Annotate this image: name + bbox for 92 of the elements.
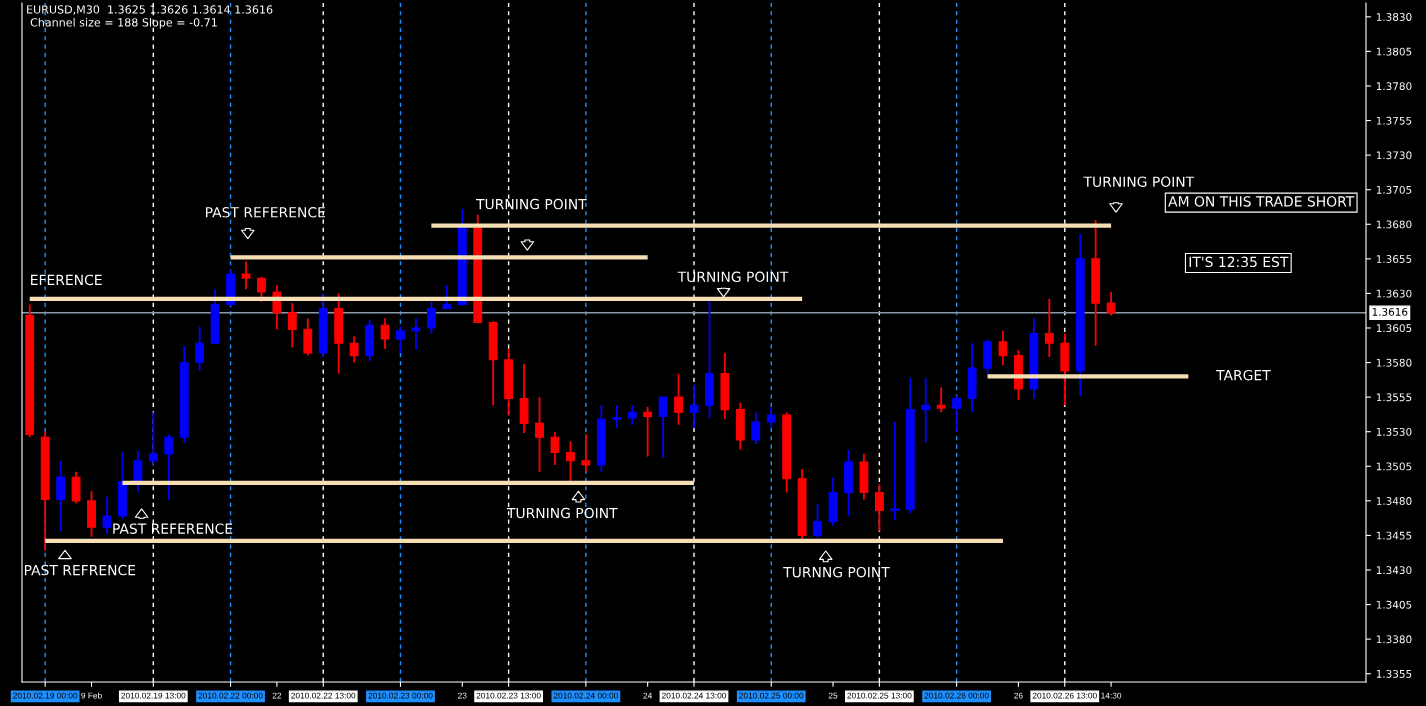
y-tick-label: 1.3730 [1376, 151, 1412, 160]
x-tick-label: 2010.02.22 00:00 [198, 692, 263, 699]
y-tick-label: 1.3655 [1376, 255, 1412, 263]
y-tick-label: 1.3705 [1376, 185, 1412, 194]
x-tick-label: 9 Feb [81, 692, 102, 699]
y-tick-label: 1.3805 [1376, 47, 1412, 56]
y-tick-label: 1.3430 [1376, 566, 1412, 575]
candlestick [998, 329, 1008, 367]
candlestick [550, 430, 560, 466]
annotation: IT'S 12:35 EST [1189, 256, 1289, 268]
annotation: TURNING POINT [476, 198, 587, 210]
candlestick [565, 440, 575, 483]
candlestick [133, 450, 143, 494]
y-tick-label: 1.3480 [1376, 497, 1412, 505]
y-tick-label: 1.3505 [1376, 462, 1412, 471]
x-tick-label: 2010.02.23 00:00 [368, 692, 433, 699]
candlestick [612, 404, 622, 429]
y-tick-label: 1.3580 [1376, 358, 1412, 367]
annotation: AM ON THIS TRADE SHORT [1168, 196, 1355, 207]
candlestick [813, 502, 823, 540]
x-tick-label: 2010.02.25 00:00 [739, 692, 804, 699]
x-tick-label: 22 [272, 692, 282, 699]
candlestick [411, 317, 421, 352]
candlestick [952, 394, 962, 433]
candlestick [890, 421, 900, 522]
y-tick-label: 1.3555 [1376, 393, 1412, 402]
candlestick [674, 372, 683, 426]
annotation: TURNING POINT [677, 271, 789, 283]
candlestick [396, 325, 405, 354]
ref-line-label: 1.3616 [1372, 307, 1408, 316]
x-tick-label: 2010.02.26 13:00 [1032, 692, 1097, 699]
candlestick [1044, 298, 1054, 358]
x-tick-label: 2010.02.25 13:00 [847, 692, 912, 699]
candlestick [921, 376, 931, 444]
chart-title: EURUSD,M30 1.3625 1.3626 1.3614 1.3616 [27, 5, 273, 15]
candlestick [535, 396, 544, 473]
x-tick-label: 2010.02.23 13:00 [476, 692, 541, 699]
y-tick-label: 1.3405 [1376, 600, 1412, 609]
y-tick-label: 1.3355 [1376, 669, 1412, 678]
annotation: PAST REFERENCE [206, 207, 325, 218]
y-tick-label: 1.3755 [1376, 116, 1412, 125]
y-tick-label: 1.3605 [1376, 324, 1412, 333]
y-tick-label: 1.3680 [1376, 220, 1412, 229]
candlestick [658, 396, 668, 459]
candlestick [148, 411, 158, 466]
candlestick [643, 405, 653, 458]
x-tick-label: 23 [458, 692, 467, 699]
candlestick [287, 302, 297, 349]
y-tick-label: 1.3455 [1376, 531, 1412, 540]
candlestick [442, 284, 452, 310]
y-tick-label: 1.3630 [1376, 289, 1412, 298]
x-tick-label: 2010.02.24 13:00 [661, 692, 727, 699]
x-tick-label: 2010.02.19 13:00 [121, 692, 186, 699]
x-tick-label: 14:30 [1101, 692, 1122, 699]
candlestick [195, 325, 205, 372]
annotation: TURNING POINT [1083, 176, 1195, 187]
x-tick-label: 24 [643, 692, 653, 699]
x-tick-label: 2010.02.26 00:00 [924, 692, 989, 699]
candlestick [349, 335, 359, 364]
candlestick [303, 317, 313, 357]
candlestick [1106, 291, 1116, 317]
annotation: PAST REFERENCE [113, 523, 233, 534]
x-tick-label: 26 [1014, 692, 1023, 699]
candlestick [241, 260, 251, 291]
x-tick-label: 2010.02.24 00:00 [553, 692, 618, 699]
annotation: PAST REFRENCE [24, 564, 136, 576]
candlestick [936, 386, 946, 414]
candlestick [71, 470, 81, 505]
y-tick-label: 1.3830 [1376, 13, 1412, 21]
candlestick [766, 405, 776, 429]
x-tick-label: 2010.02.19 00:00 [13, 692, 78, 699]
x-tick-label: 2010.02.22 13:00 [291, 692, 356, 699]
candlestick [380, 317, 390, 350]
candlestick [164, 433, 174, 501]
y-tick-label: 1.3530 [1376, 427, 1412, 436]
annotation: TURNNG POINT [783, 566, 890, 578]
candlestick [426, 300, 436, 335]
annotation: TURNING POINT [506, 507, 618, 519]
text: Channel size = 188 Slope = -0.71 [30, 17, 217, 29]
candlestick [581, 433, 591, 473]
series-label: TARGET [1216, 369, 1271, 381]
candlestick [627, 404, 637, 426]
candlestick [689, 383, 699, 429]
candlestick [257, 275, 266, 303]
candlestick [102, 495, 112, 535]
candlestick [56, 459, 66, 533]
candlestick [874, 483, 884, 533]
y-tick-label: 1.3780 [1376, 82, 1412, 91]
x-tick-label: 25 [828, 692, 838, 699]
candlestick [751, 411, 761, 446]
series-label: EFERENCE [31, 274, 102, 286]
y-tick-label: 1.3380 [1376, 635, 1412, 644]
